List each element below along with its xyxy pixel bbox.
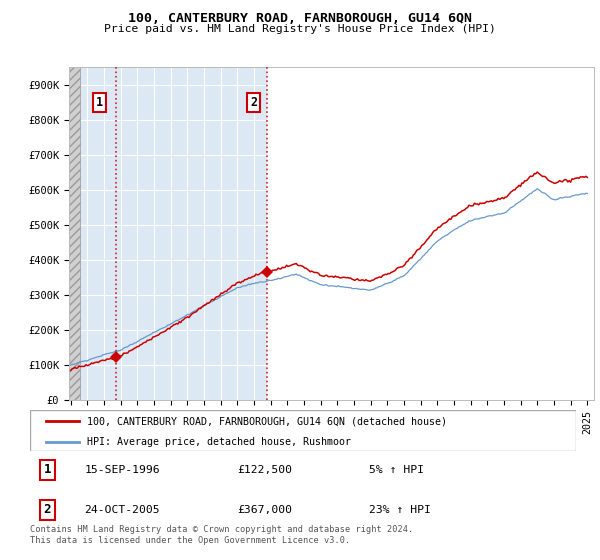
- Bar: [267, 67, 594, 400]
- Text: 100, CANTERBURY ROAD, FARNBOROUGH, GU14 6QN: 100, CANTERBURY ROAD, FARNBOROUGH, GU14 …: [128, 12, 472, 25]
- Text: 2: 2: [44, 503, 51, 516]
- Text: Price paid vs. HM Land Registry's House Price Index (HPI): Price paid vs. HM Land Registry's House …: [104, 24, 496, 34]
- Text: HPI: Average price, detached house, Rushmoor: HPI: Average price, detached house, Rush…: [88, 437, 352, 447]
- Text: 2: 2: [250, 96, 257, 109]
- Text: £122,500: £122,500: [238, 465, 292, 475]
- FancyBboxPatch shape: [30, 410, 576, 451]
- Text: 1: 1: [95, 96, 103, 109]
- Text: 1: 1: [44, 463, 51, 476]
- Text: 24-OCT-2005: 24-OCT-2005: [85, 505, 160, 515]
- Bar: [69, 67, 80, 400]
- Text: 100, CANTERBURY ROAD, FARNBOROUGH, GU14 6QN (detached house): 100, CANTERBURY ROAD, FARNBOROUGH, GU14 …: [88, 417, 448, 426]
- Text: Contains HM Land Registry data © Crown copyright and database right 2024.
This d: Contains HM Land Registry data © Crown c…: [30, 525, 413, 545]
- Text: 23% ↑ HPI: 23% ↑ HPI: [368, 505, 430, 515]
- Text: 5% ↑ HPI: 5% ↑ HPI: [368, 465, 424, 475]
- Text: £367,000: £367,000: [238, 505, 292, 515]
- Text: 15-SEP-1996: 15-SEP-1996: [85, 465, 160, 475]
